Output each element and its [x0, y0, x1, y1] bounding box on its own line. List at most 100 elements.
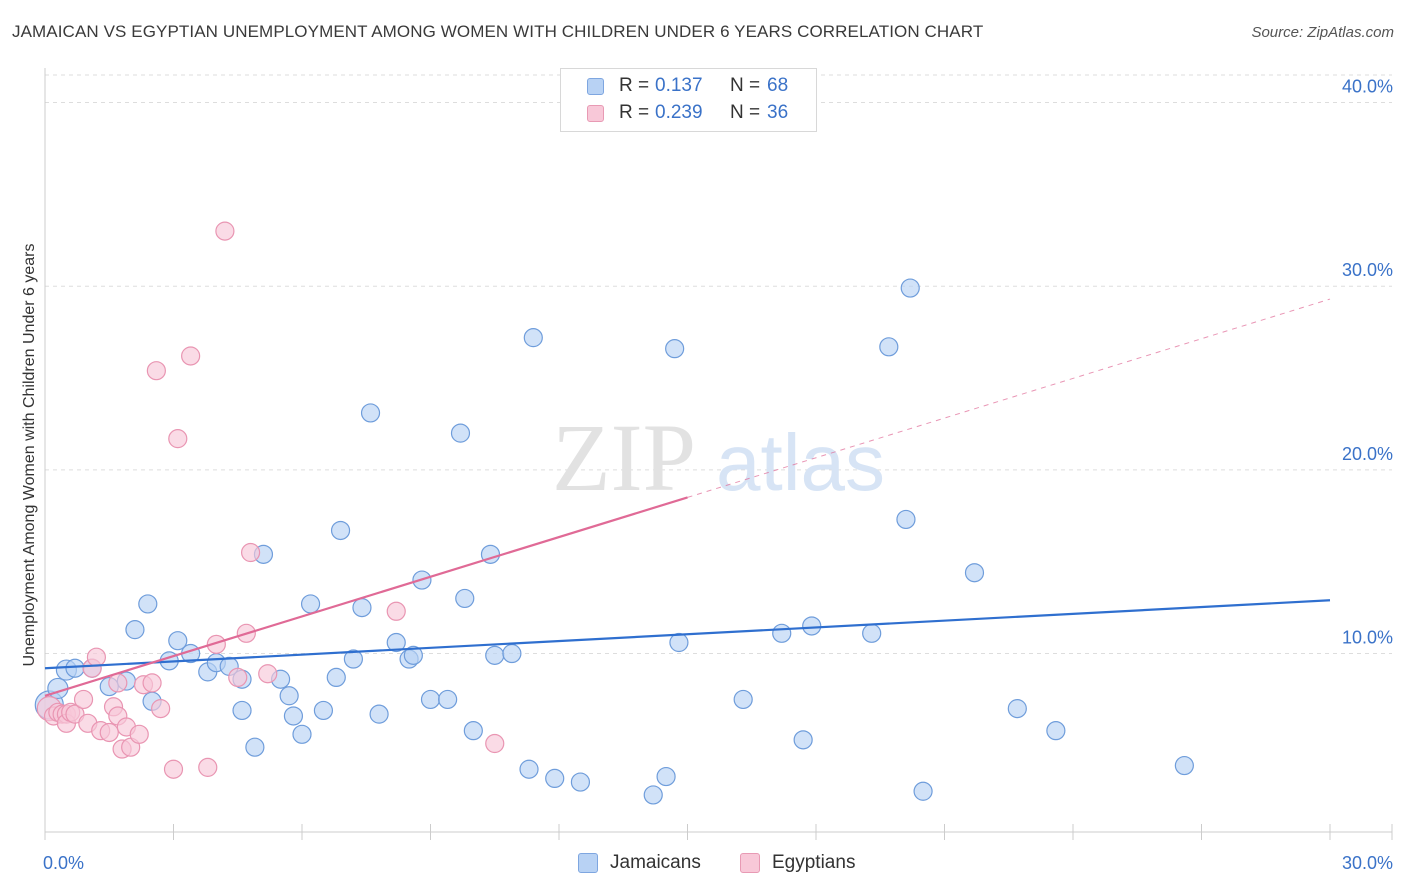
legend-n-label: N = [730, 102, 761, 123]
egyptian-point [129, 724, 149, 744]
legend-r-label: R = [619, 102, 650, 123]
jamaican-point [420, 689, 441, 710]
bottom-legend-label-egyptians: Egyptians [772, 852, 856, 873]
legend-r-value: 0.137 [655, 75, 703, 96]
chart-source: Source: ZipAtlas.com [1251, 24, 1394, 41]
jamaican-point [643, 785, 663, 805]
trend-lines [44, 298, 1331, 697]
egyptian-point [386, 601, 406, 621]
jamaican-point [463, 721, 483, 741]
jamaican-point [279, 686, 299, 706]
jamaican-point [360, 403, 381, 423]
jamaican-point [438, 689, 458, 710]
jamaican-point [502, 643, 522, 664]
bottom-legend-swatch-egyptians [740, 853, 760, 873]
y-axis-label: Unemployment Among Women with Children U… [21, 243, 38, 667]
jamaican-point [545, 768, 565, 789]
jamaican-point [896, 509, 916, 530]
jamaican-point [386, 632, 406, 653]
jamaican-point [138, 594, 158, 614]
egyptian-point [99, 722, 119, 743]
jamaican-point [1046, 721, 1066, 741]
egyptian-point [151, 699, 171, 719]
egyptian-point [142, 673, 162, 693]
jamaican-point [656, 766, 676, 787]
jamaican-point [1007, 699, 1027, 719]
egyptian-point [108, 673, 128, 693]
legend-n-value: 36 [767, 102, 789, 123]
data-points [34, 221, 1194, 805]
legend-n-value: 68 [767, 75, 789, 96]
egyptian-point [485, 733, 505, 754]
jamaican-point [669, 632, 689, 653]
bottom-legend-label-jamaicans: Jamaicans [610, 852, 701, 873]
jamaican-point [326, 667, 346, 688]
legend-swatch-jamaicans [587, 78, 604, 95]
jamaican-point [519, 759, 539, 779]
jamaican-point [300, 594, 321, 614]
egyptian-point [146, 361, 166, 381]
jamaican-point [313, 700, 334, 721]
jamaican-point [570, 772, 591, 792]
jamaican-point [802, 616, 822, 636]
y-tick-label: 30.0% [1342, 260, 1393, 280]
jamaican-point [292, 724, 312, 744]
egyptian-point [163, 759, 184, 779]
jamaican-point [65, 658, 85, 678]
jamaican-point [352, 598, 372, 618]
jamaican-point [283, 706, 304, 726]
egyptian-point [215, 221, 235, 241]
egyptian-point [168, 429, 188, 449]
egyptians-trend-extension [687, 298, 1331, 498]
egyptians-trend-line [44, 496, 688, 697]
egyptian-point [198, 757, 218, 777]
jamaican-point [330, 520, 351, 541]
egyptian-point [181, 346, 201, 366]
jamaican-point [772, 623, 792, 643]
jamaican-point [665, 339, 685, 359]
egyptian-point [73, 689, 94, 710]
watermark-zip: ZIP [552, 404, 696, 511]
watermark: ZIP atlas [552, 404, 885, 511]
x-tick-label: 0.0% [43, 853, 84, 873]
jamaican-point [168, 631, 188, 651]
jamaican-point [125, 620, 145, 640]
grid-lines [45, 74, 1392, 655]
jamaican-point [343, 649, 363, 669]
jamaican-point [455, 588, 475, 609]
y-tick-label: 10.0% [1342, 628, 1393, 648]
stats-legend: R = 0.137 N = 68 R = 0.239 N = 36 [560, 68, 817, 132]
tick-labels: 10.0% 20.0% 30.0% 40.0% 0.0% 30.0% [43, 77, 1393, 873]
bottom-legend-swatch-jamaicans [578, 853, 598, 873]
y-tick-label: 40.0% [1342, 77, 1393, 97]
jamaican-point [232, 700, 252, 721]
jamaican-point [47, 677, 69, 700]
jamaican-point [862, 623, 882, 643]
egyptian-point [228, 667, 248, 688]
egyptian-point [241, 542, 261, 563]
egyptian-point [86, 647, 107, 667]
chart-title: JAMAICAN VS EGYPTIAN UNEMPLOYMENT AMONG … [12, 22, 984, 41]
y-tick-label: 20.0% [1342, 444, 1393, 464]
legend-n-label: N = [730, 75, 761, 96]
watermark-atlas: atlas [716, 418, 885, 507]
jamaican-point [450, 423, 471, 443]
jamaican-point [733, 689, 753, 710]
jamaican-point [1174, 755, 1194, 776]
egyptian-point [258, 664, 278, 684]
jamaican-point [403, 645, 423, 665]
jamaican-point [964, 563, 985, 583]
jamaican-point [245, 737, 265, 757]
jamaican-point [793, 730, 813, 750]
jamaicans-trend-line [44, 599, 1331, 670]
egyptian-point [206, 634, 226, 654]
jamaican-point [523, 328, 543, 348]
legend-r-label: R = [619, 75, 650, 96]
jamaican-point [900, 278, 920, 298]
legend-swatch-egyptians [587, 105, 604, 122]
jamaican-point [913, 781, 933, 801]
jamaican-point [369, 704, 389, 724]
jamaican-point [485, 645, 505, 665]
jamaican-point [879, 337, 899, 357]
